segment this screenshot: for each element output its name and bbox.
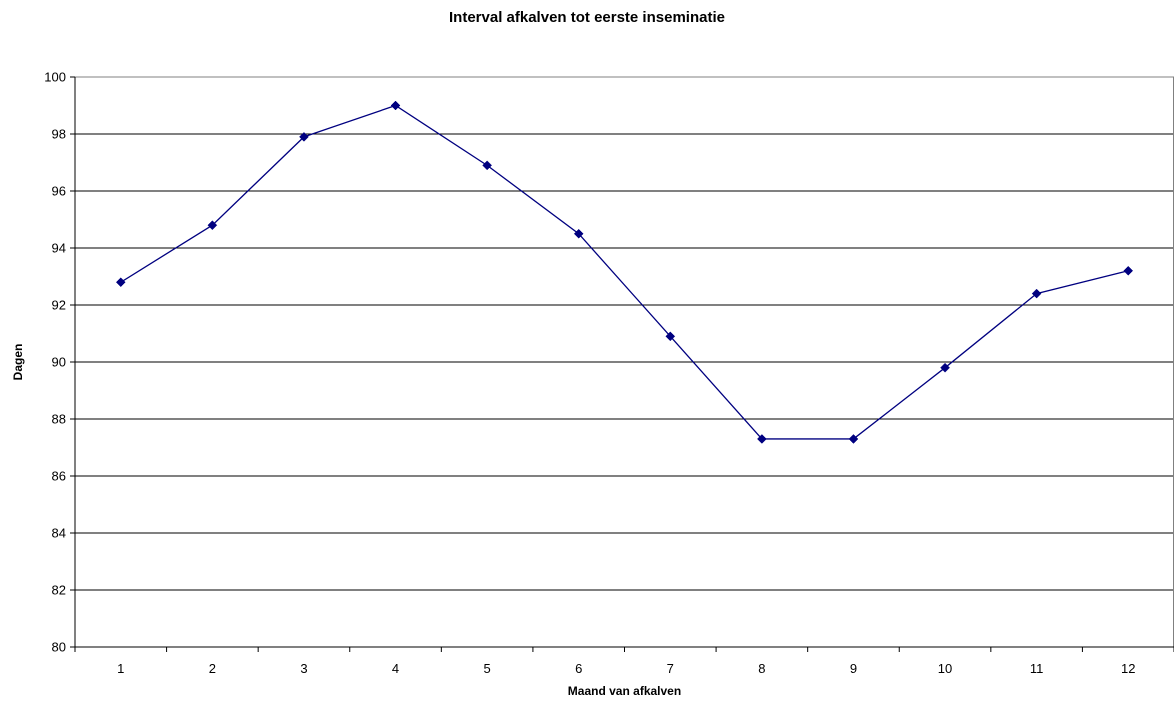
x-tick-label-2: 2 [209,661,216,676]
data-point-12 [1123,265,1134,276]
x-tick-label-10: 10 [938,661,952,676]
data-point-2 [207,220,218,231]
x-tick-label-6: 6 [575,661,582,676]
x-tick-label-1: 1 [117,661,124,676]
y-tick-label-84: 84 [52,526,66,541]
x-tick-label-12: 12 [1121,661,1135,676]
y-tick-label-96: 96 [52,184,66,199]
y-tick-label-82: 82 [52,583,66,598]
data-point-10 [940,362,950,373]
y-tick-label-98: 98 [52,127,66,142]
data-markers [115,100,1134,444]
series-line [120,104,1129,440]
y-axis-title: Dagen [11,344,25,381]
data-point-7 [665,331,676,342]
x-tick-label-11: 11 [1030,661,1044,676]
data-point-9 [848,434,859,444]
x-tick-label-9: 9 [850,661,857,676]
data-point-3 [299,131,309,142]
data-point-6 [573,228,584,239]
gridlines [75,76,1174,648]
x-tick-label-5: 5 [484,661,491,676]
chart-title: Interval afkalven tot eerste inseminatie [449,9,725,26]
y-tick-label-92: 92 [52,298,66,313]
y-tick-label-86: 86 [52,469,66,484]
x-tick-label-3: 3 [300,661,307,676]
x-axis-title: Maand van afkalven [568,684,681,698]
data-point-5 [482,160,492,171]
y-tick-label-90: 90 [52,355,66,370]
data-point-1 [115,277,126,288]
data-point-8 [757,434,767,444]
y-tick-label-88: 88 [52,412,66,427]
x-tick-labels: 1 2 3 4 5 6 7 8 9 10 11 12 [117,661,1135,676]
x-tick-label-8: 8 [758,661,765,676]
axes [70,76,1174,652]
data-point-4 [390,100,401,111]
y-tick-label-94: 94 [52,241,66,256]
y-tick-label-80: 80 [52,640,66,655]
data-point-11 [1031,288,1042,299]
x-tick-label-4: 4 [392,661,399,676]
y-tick-label-100: 100 [44,70,66,85]
x-tick-label-7: 7 [667,661,674,676]
y-tick-labels: 80 82 84 86 88 90 92 94 96 98 100 [44,70,66,655]
